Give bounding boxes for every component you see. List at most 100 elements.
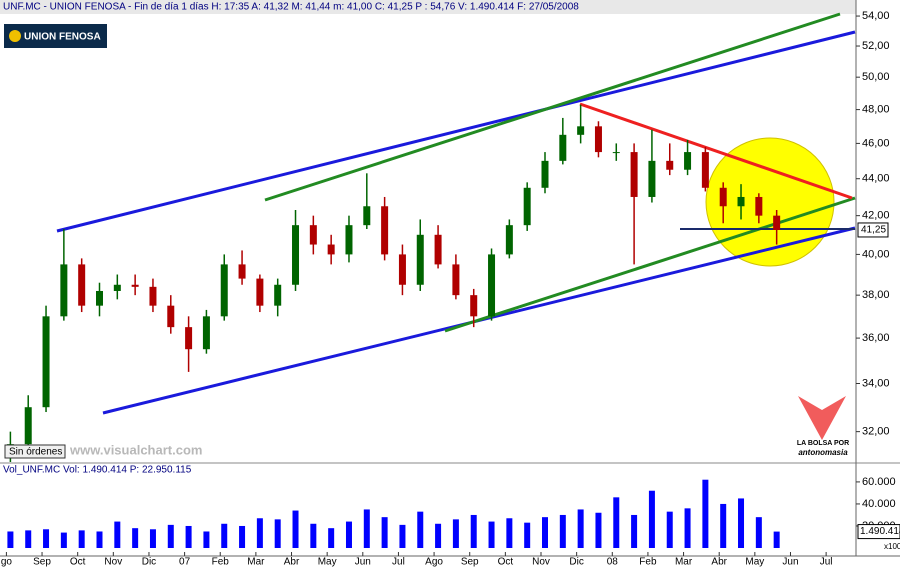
candle-body <box>452 264 460 296</box>
candle-body <box>523 187 531 226</box>
volume-bar <box>132 528 139 548</box>
x-tick-label: Sep <box>33 557 51 568</box>
candle-body <box>755 196 763 216</box>
header-text: UNF.MC - UNION FENOSA - Fin de día 1 día… <box>3 2 579 13</box>
volume-bar <box>381 517 388 548</box>
y-tick-label: 34,00 <box>862 377 890 389</box>
volume-bar <box>328 528 335 548</box>
candle-body <box>701 152 709 188</box>
volume-bar <box>78 530 85 548</box>
y-tick-label: 52,00 <box>862 40 890 52</box>
volume-bar <box>613 497 620 548</box>
y-tick-label: 42,00 <box>862 210 890 222</box>
trend-line <box>264 12 841 202</box>
candle-body <box>773 215 781 230</box>
logo-text: UNION FENOSA <box>24 32 101 43</box>
x-tick-label: 08 <box>607 557 619 568</box>
y-tick-label: 46,00 <box>862 137 890 149</box>
volume-bar <box>452 519 459 548</box>
candle-body <box>42 316 50 408</box>
y-tick-label: 54,00 <box>862 10 890 22</box>
trend-lines <box>56 12 856 415</box>
candle-body <box>167 305 175 328</box>
volume-bar <box>399 524 406 548</box>
volume-bar <box>417 511 424 548</box>
volume-bar <box>345 521 352 548</box>
x-tick-label: Nov <box>532 557 550 568</box>
x-tick-label: Jul <box>392 557 405 568</box>
candle-body <box>113 284 121 291</box>
candle-body <box>505 225 513 255</box>
volume-bar <box>595 512 602 548</box>
volume-bar <box>488 521 495 548</box>
brand-text: LA BOLSA POR <box>797 440 849 447</box>
x-tick-label: Jun <box>355 557 371 568</box>
x-tick-label: Oct <box>498 557 514 568</box>
candle-body <box>309 225 317 245</box>
volume-bar <box>239 525 246 548</box>
candle-body <box>381 206 389 255</box>
candle-body <box>220 264 228 317</box>
volume-unit: x100 <box>884 542 900 551</box>
candle-body <box>488 254 496 317</box>
x-tick-label: Abr <box>711 557 727 568</box>
candle-body <box>470 295 478 317</box>
orders-text: Sin órdenes <box>9 447 62 458</box>
volume-header: Vol_UNF.MC Vol: 1.490.414 P: 22.950.115 <box>3 465 192 476</box>
x-tick-label: Jun <box>782 557 798 568</box>
highlight-circle <box>705 137 835 267</box>
volume-bar <box>648 490 655 548</box>
volume-bar <box>25 530 32 548</box>
candle-body <box>345 225 353 255</box>
candle-body <box>131 284 139 287</box>
candle-body <box>630 152 638 197</box>
candle-body <box>416 234 424 285</box>
volume-bar <box>185 525 192 548</box>
x-tick-label: May <box>745 557 764 568</box>
candle-body <box>398 254 406 285</box>
candle-body <box>96 290 103 306</box>
trend-line <box>444 196 856 333</box>
watermark: www.visualchart.com <box>69 442 202 457</box>
volume-bar <box>773 531 780 548</box>
x-tick-label: Abr <box>284 557 300 568</box>
candle-body <box>737 196 745 207</box>
volume-bar <box>755 517 762 548</box>
candle-body <box>24 407 32 445</box>
volume-bar <box>470 514 477 548</box>
x-tick-label: Feb <box>639 557 657 568</box>
logo-icon <box>9 30 21 42</box>
volume-bar <box>577 509 584 548</box>
volume-bar <box>559 514 566 548</box>
last-volume-box <box>857 524 900 540</box>
y-tick-label: 48,00 <box>862 104 890 116</box>
x-tick-label: go <box>1 557 13 568</box>
y-tick-label: 36,00 <box>862 332 890 344</box>
y-tick-label: 32,00 <box>862 426 890 438</box>
volume-bar <box>666 511 673 548</box>
candle-body <box>327 244 335 255</box>
candle-body <box>577 126 585 135</box>
volume-bar <box>524 522 531 548</box>
trend-line <box>579 102 853 200</box>
candle-body <box>256 278 264 306</box>
candle-body <box>149 286 157 306</box>
brand-text: antonomasia <box>798 448 848 457</box>
volume-bar <box>702 479 709 548</box>
volume-bar <box>292 510 299 548</box>
volume-bar <box>631 514 638 548</box>
candle-body <box>202 316 210 350</box>
y-tick-label: 38,00 <box>862 289 890 301</box>
volume-bar <box>274 519 281 548</box>
candle-body <box>60 264 68 317</box>
candle-body <box>559 134 567 161</box>
candle-body <box>238 264 246 279</box>
candle-body <box>648 160 656 197</box>
volume-bar <box>7 531 14 548</box>
volume-bar <box>542 517 548 548</box>
candle-body <box>274 284 282 306</box>
orders-box <box>4 444 66 459</box>
brand-logo <box>798 396 846 440</box>
